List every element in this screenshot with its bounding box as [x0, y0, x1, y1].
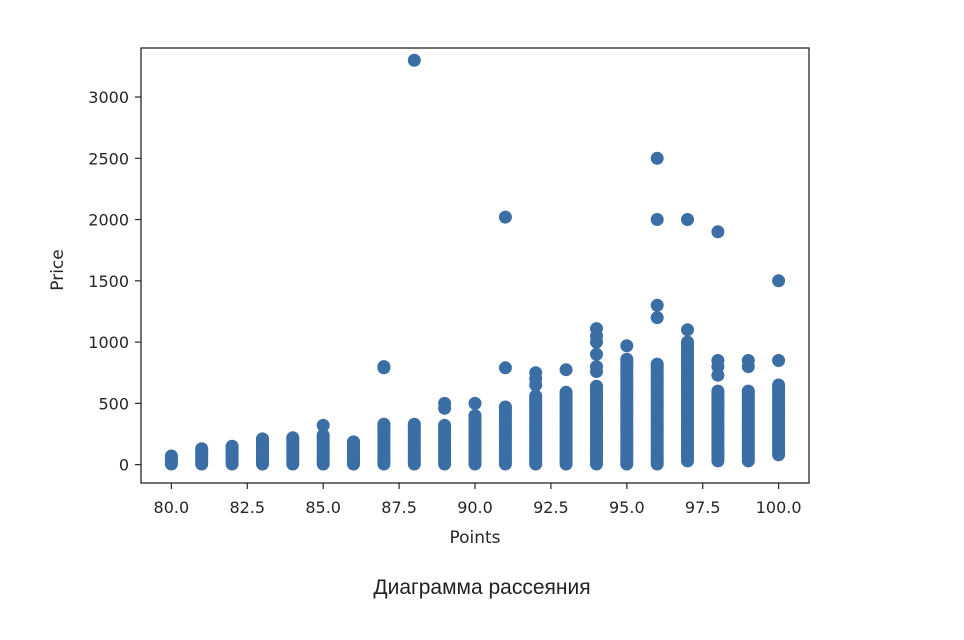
- data-point: [681, 213, 694, 226]
- data-point: [650, 298, 664, 312]
- data-point: [590, 347, 603, 361]
- data-point: [529, 366, 543, 380]
- data-point: [711, 384, 725, 398]
- data-point: [650, 213, 664, 226]
- data-point: [650, 151, 664, 165]
- data-points: [164, 53, 786, 471]
- y-axis-ticks: 0 500 1000 1500 2000 2500 3000: [88, 88, 141, 475]
- x-tick-label: 80.0: [154, 498, 190, 517]
- data-point: [468, 409, 482, 423]
- data-point: [438, 396, 452, 410]
- y-tick-label: 1000: [88, 333, 129, 352]
- data-point: [711, 225, 725, 239]
- x-tick-label: 87.5: [381, 498, 417, 517]
- data-point: [498, 361, 512, 375]
- data-point: [316, 418, 330, 432]
- x-axis-ticks: 80.0 82.5 85.0 87.5 90.0 92.5 95.0 97.5 100.0: [154, 483, 802, 517]
- x-tick-label: 82.5: [229, 498, 265, 517]
- data-point: [347, 435, 360, 449]
- data-point: [407, 53, 421, 67]
- data-point: [590, 322, 603, 336]
- data-point: [711, 354, 725, 367]
- data-point: [377, 360, 391, 374]
- data-point: [407, 417, 421, 431]
- x-tick-label: 85.0: [305, 498, 341, 517]
- y-tick-label: 2000: [88, 211, 129, 230]
- figure-caption: Диаграмма рассеяния: [373, 576, 591, 599]
- x-tick-label: 97.5: [685, 498, 721, 517]
- x-tick-label: 90.0: [457, 498, 493, 517]
- y-axis-label: Price: [48, 249, 68, 290]
- data-point: [559, 385, 573, 399]
- data-point: [681, 323, 694, 337]
- data-point: [772, 354, 786, 367]
- data-point: [620, 352, 634, 366]
- data-point: [256, 432, 269, 446]
- data-point: [650, 311, 664, 325]
- data-point: [438, 418, 452, 432]
- data-point: [650, 357, 664, 371]
- data-point: [286, 431, 300, 445]
- y-tick-label: 1500: [88, 272, 129, 291]
- data-point: [741, 384, 755, 398]
- data-point: [772, 378, 786, 392]
- data-point: [590, 360, 603, 374]
- data-point: [772, 274, 786, 288]
- y-tick-label: 500: [98, 394, 129, 413]
- x-axis-label: Points: [449, 528, 500, 548]
- scatter-chart: 80.0 82.5 85.0 87.5 90.0 92.5 95.0 97.5 100.0 0 5…: [48, 47, 810, 548]
- data-point: [559, 363, 573, 377]
- data-point: [741, 354, 755, 367]
- y-tick-label: 2500: [88, 149, 129, 168]
- x-tick-label: 92.5: [533, 498, 569, 517]
- data-point: [620, 339, 634, 353]
- y-tick-label: 3000: [88, 88, 129, 107]
- data-point: [681, 335, 694, 349]
- data-point: [498, 400, 512, 414]
- x-tick-label: 100.0: [756, 498, 802, 517]
- data-point: [195, 442, 209, 456]
- data-point: [316, 428, 330, 442]
- data-point: [590, 379, 603, 393]
- data-point: [225, 439, 239, 453]
- y-tick-label: 0: [119, 456, 129, 475]
- data-point: [468, 396, 482, 410]
- x-tick-label: 95.0: [609, 498, 645, 517]
- data-point: [498, 210, 512, 224]
- data-point: [377, 417, 391, 431]
- data-point: [529, 389, 543, 403]
- data-point: [164, 449, 178, 463]
